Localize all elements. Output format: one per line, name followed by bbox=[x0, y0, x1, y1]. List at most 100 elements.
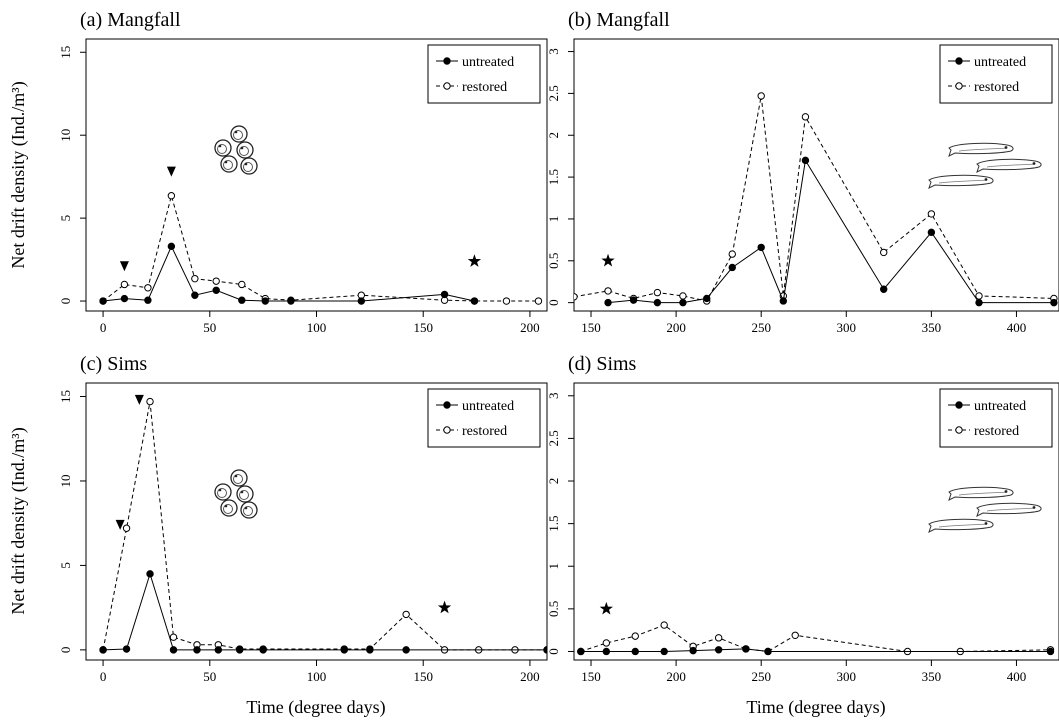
data-point-untreated bbox=[653, 298, 662, 307]
data-point-restored bbox=[757, 92, 765, 100]
data-point-restored bbox=[212, 277, 220, 285]
data-point-untreated bbox=[660, 647, 668, 656]
legend-box bbox=[427, 44, 541, 104]
legend-box bbox=[939, 388, 1053, 448]
data-point-restored bbox=[602, 639, 611, 647]
eggs-icon-c bbox=[214, 469, 258, 519]
x-tick-label: 150 bbox=[581, 320, 601, 335]
y-tick-label: 5 bbox=[58, 215, 73, 222]
plot-area bbox=[577, 621, 1055, 656]
data-point-untreated bbox=[191, 291, 199, 299]
x-tick-label: 200 bbox=[666, 669, 686, 684]
x-tick-label: 300 bbox=[837, 669, 857, 684]
x-axis-title: Time (degree days) bbox=[246, 697, 385, 718]
data-point-untreated bbox=[470, 297, 479, 305]
data-point-untreated bbox=[169, 646, 178, 654]
y-tick-label: 1.5 bbox=[546, 516, 561, 532]
x-tick-label: 200 bbox=[666, 320, 686, 335]
y-tick-label: 0.5 bbox=[546, 601, 561, 617]
data-point-restored bbox=[653, 288, 662, 297]
data-point-restored bbox=[801, 113, 810, 121]
data-point-untreated bbox=[238, 296, 246, 304]
egg-embryo bbox=[233, 130, 243, 140]
data-point-untreated bbox=[703, 294, 711, 303]
larva bbox=[976, 158, 1042, 173]
data-point-untreated bbox=[604, 298, 612, 307]
x-tick-label: 400 bbox=[1007, 669, 1027, 684]
egg-eye bbox=[218, 144, 222, 148]
larvae-icon-b bbox=[928, 142, 1042, 189]
data-point-restored bbox=[146, 397, 154, 406]
egg-eye bbox=[218, 488, 222, 492]
egg-embryo bbox=[239, 146, 249, 156]
triangle-marker bbox=[115, 519, 125, 530]
data-point-untreated bbox=[340, 646, 348, 654]
data-point-untreated bbox=[679, 298, 687, 307]
egg-embryo bbox=[217, 488, 227, 498]
legend: untreated restored bbox=[939, 388, 1053, 448]
data-point-untreated bbox=[927, 228, 936, 237]
legend: untreated restored bbox=[427, 388, 541, 448]
legend-box bbox=[427, 388, 541, 448]
panel-title: (d) Sims bbox=[568, 353, 637, 375]
larva-line bbox=[958, 147, 1008, 152]
legend-marker-restored bbox=[955, 82, 963, 90]
data-point-untreated bbox=[235, 646, 244, 654]
y-tick-label: 0 bbox=[58, 298, 73, 305]
y-tick-label: 2 bbox=[546, 132, 561, 139]
data-point-untreated bbox=[629, 296, 638, 304]
egg-embryo bbox=[223, 160, 233, 170]
x-axis-title: Time (degree days) bbox=[746, 697, 885, 718]
plot-frame bbox=[573, 38, 1059, 312]
triangle-marker bbox=[119, 261, 129, 272]
y-tick-label: 10 bbox=[58, 129, 73, 142]
legend-label-untreated: untreated bbox=[462, 399, 514, 414]
data-point-restored bbox=[574, 293, 578, 301]
x-tick-label: 300 bbox=[837, 320, 857, 335]
series-line-untreated bbox=[103, 572, 547, 651]
data-point-untreated bbox=[577, 647, 585, 656]
panel-title: (b) Mangfall bbox=[568, 9, 670, 31]
panel-title: (a) Mangfall bbox=[80, 9, 181, 31]
data-point-untreated bbox=[728, 263, 736, 272]
egg-embryo bbox=[217, 144, 227, 154]
data-point-untreated bbox=[357, 297, 366, 305]
x-tick-label: 50 bbox=[203, 669, 216, 684]
data-point-untreated bbox=[764, 647, 772, 656]
data-point-untreated bbox=[144, 296, 152, 304]
larva-eye bbox=[1004, 146, 1008, 149]
data-point-untreated bbox=[631, 647, 639, 656]
egg-embryo bbox=[223, 504, 233, 514]
y-tick-label: 2.5 bbox=[546, 85, 561, 101]
y-tick-label: 3 bbox=[546, 393, 561, 400]
legend-label-untreated: untreated bbox=[974, 55, 1026, 70]
legend-box bbox=[939, 44, 1053, 104]
triangle-marker bbox=[134, 394, 144, 405]
legend-label-restored: restored bbox=[974, 80, 1019, 95]
data-point-untreated bbox=[880, 285, 888, 293]
larva bbox=[976, 502, 1042, 517]
egg-eye bbox=[244, 506, 248, 510]
larva-line bbox=[986, 163, 1036, 168]
x-tick-label: 250 bbox=[751, 669, 771, 684]
legend-marker-untreated bbox=[443, 57, 451, 65]
panel-d: (d) Sims 0 0.5 1 1.5 2 2.5 3 150 200 250 300 350 400 u… bbox=[546, 353, 1059, 684]
legend-label-untreated: untreated bbox=[974, 399, 1026, 414]
series-line-restored bbox=[102, 193, 539, 302]
data-point-untreated bbox=[1046, 647, 1055, 656]
larva bbox=[928, 174, 994, 189]
data-point-untreated bbox=[287, 297, 295, 305]
legend-label-restored: restored bbox=[974, 424, 1019, 439]
x-tick-label: 350 bbox=[922, 320, 942, 335]
y-axis-title: Net drift density (Ind./m³) bbox=[8, 427, 29, 614]
y-tick-label: 10 bbox=[58, 474, 73, 487]
series-line-untreated bbox=[580, 648, 1051, 652]
y-tick-label: 2 bbox=[546, 478, 561, 485]
data-point-untreated bbox=[214, 646, 223, 654]
data-point-restored bbox=[791, 631, 799, 639]
data-point-untreated bbox=[602, 647, 611, 656]
data-point-untreated bbox=[193, 646, 201, 654]
y-tick-label: 1.5 bbox=[546, 169, 561, 185]
larva-eye bbox=[1032, 506, 1036, 509]
plot-area bbox=[99, 192, 543, 305]
